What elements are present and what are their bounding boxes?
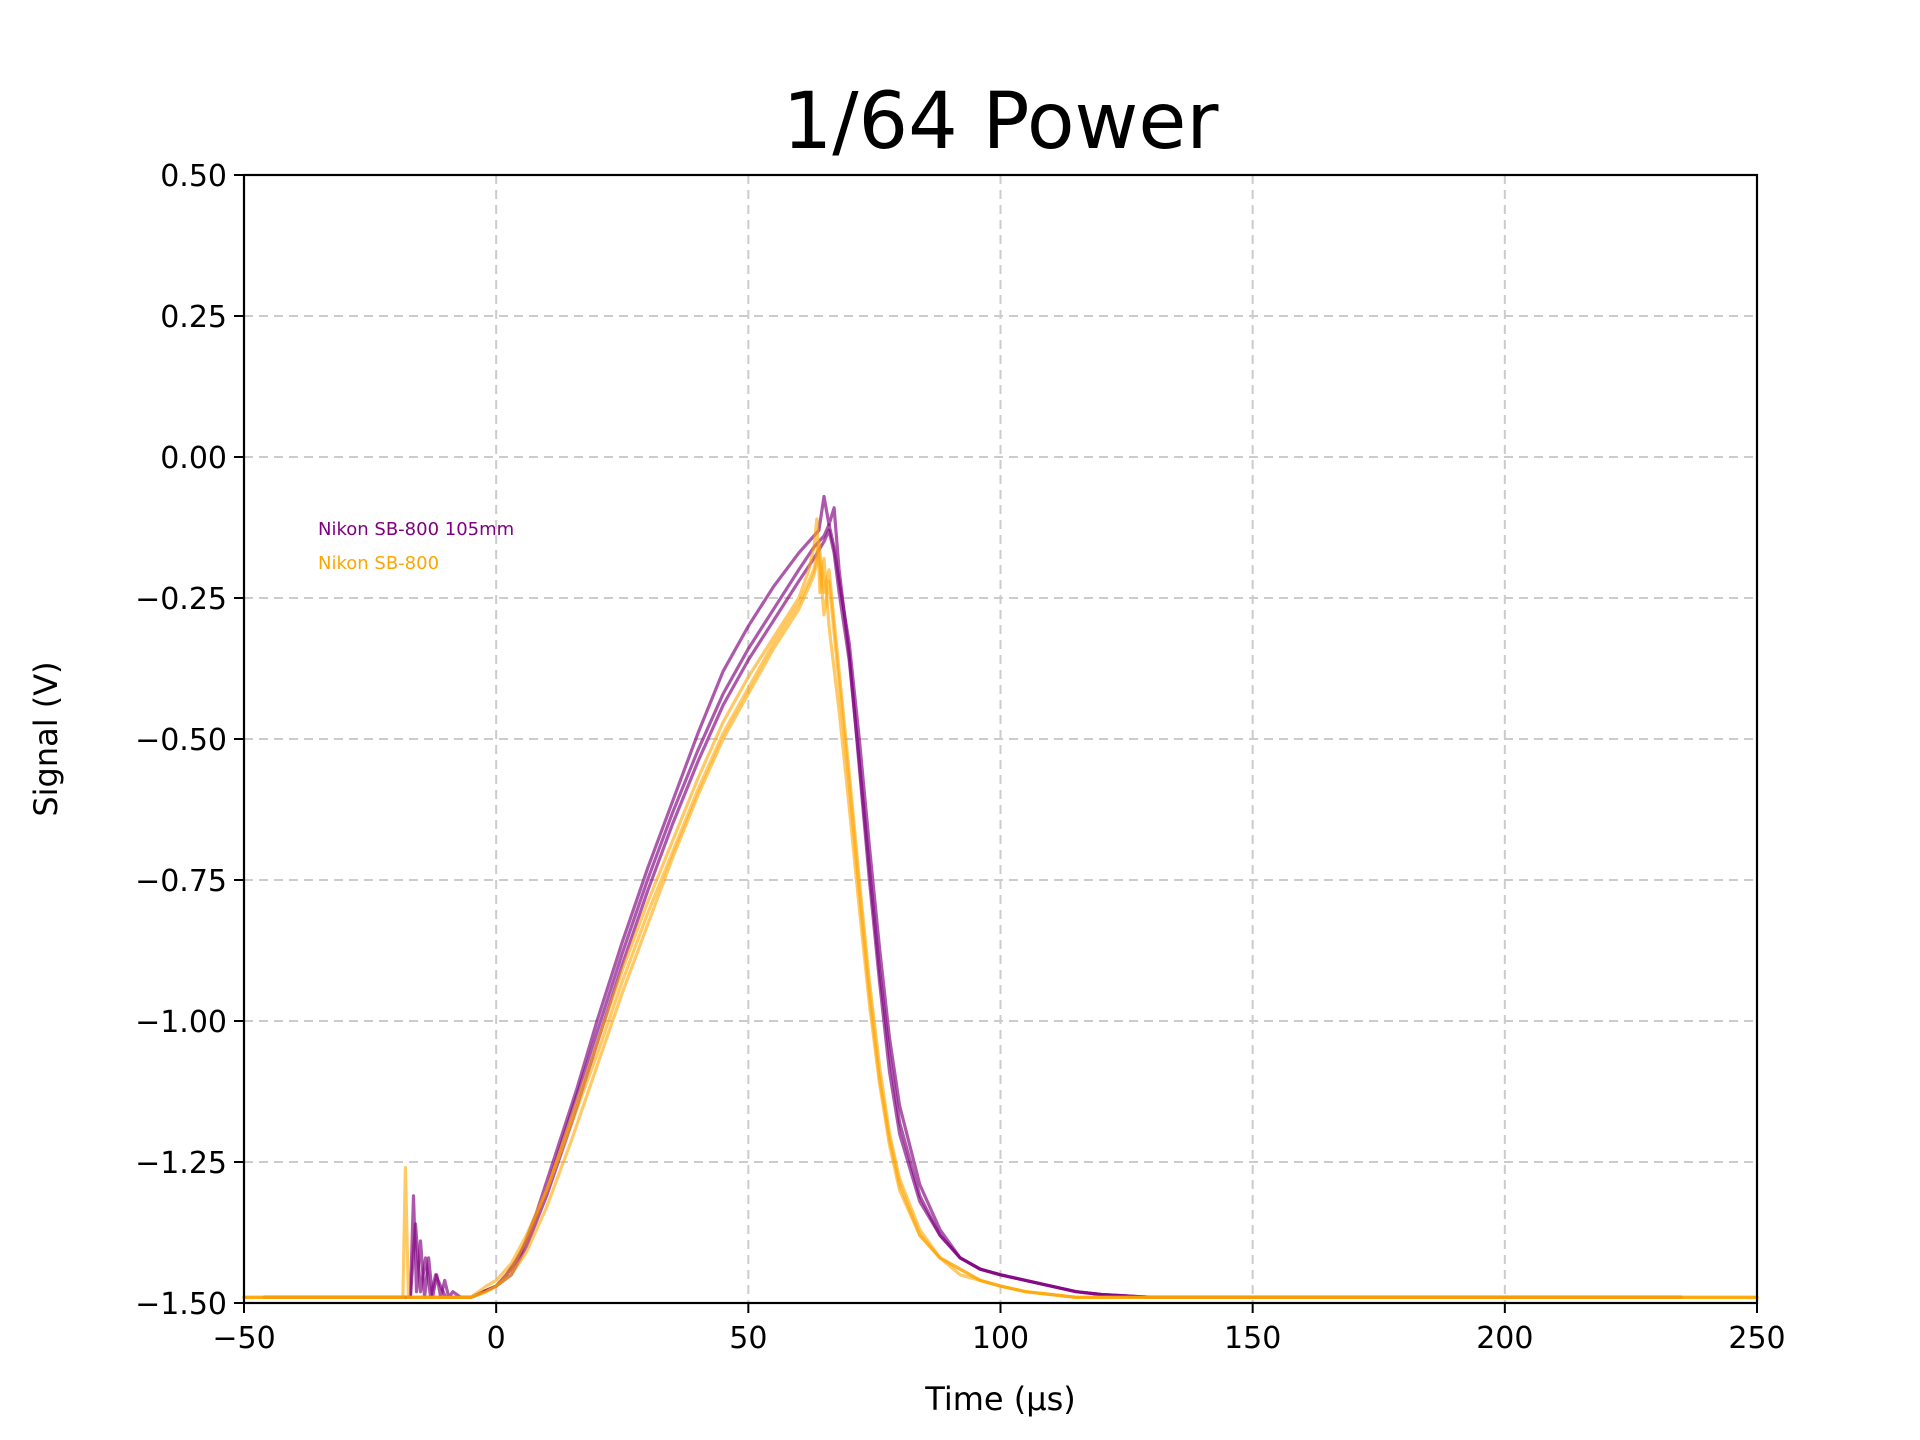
y-tick-label: 0.00 [160, 441, 227, 476]
y-tick-label: −1.25 [135, 1146, 227, 1181]
signal-traces [242, 494, 1759, 1299]
x-tick-label: 100 [972, 1321, 1029, 1356]
y-tick-label: −0.75 [135, 864, 227, 899]
x-tick-label: 50 [729, 1321, 767, 1356]
y-tick-label: 0.25 [160, 300, 227, 335]
x-tick-label: 0 [487, 1321, 506, 1356]
y-tick-label: −0.25 [135, 582, 227, 617]
legend-entry-sb800: Nikon SB-800 [318, 553, 439, 574]
x-tick-label: 250 [1728, 1321, 1785, 1356]
grid-lines [244, 175, 1757, 1303]
legend-entry-sb800-105mm: Nikon SB-800 105mm [318, 519, 514, 540]
axis-ticks: −50 0 50 100 150 200 250 0.50 0.25 0.00 −0.25 −0.50… [135, 159, 1786, 1356]
x-tick-label: 200 [1476, 1321, 1533, 1356]
x-tick-label: −50 [212, 1321, 275, 1356]
y-axis-label: Signal (V) [27, 661, 65, 816]
y-tick-label: −1.00 [135, 1005, 227, 1040]
y-tick-label: −1.50 [135, 1287, 227, 1322]
chart-title: 1/64 Power [783, 77, 1220, 167]
y-tick-label: 0.50 [160, 159, 227, 194]
y-tick-label: −0.50 [135, 723, 227, 758]
series-line [242, 551, 1759, 1299]
x-tick-label: 150 [1224, 1321, 1281, 1356]
x-axis-label: Time (µs) [924, 1380, 1075, 1418]
